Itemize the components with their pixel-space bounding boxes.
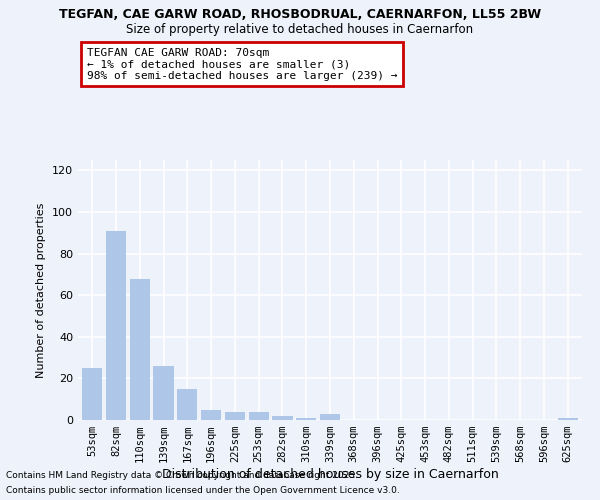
Text: Size of property relative to detached houses in Caernarfon: Size of property relative to detached ho… — [127, 22, 473, 36]
Text: Contains public sector information licensed under the Open Government Licence v3: Contains public sector information licen… — [6, 486, 400, 495]
Bar — [177, 389, 197, 420]
Text: TEGFAN, CAE GARW ROAD, RHOSBODRUAL, CAERNARFON, LL55 2BW: TEGFAN, CAE GARW ROAD, RHOSBODRUAL, CAER… — [59, 8, 541, 20]
Bar — [130, 278, 150, 420]
Bar — [154, 366, 173, 420]
Text: TEGFAN CAE GARW ROAD: 70sqm
← 1% of detached houses are smaller (3)
98% of semi-: TEGFAN CAE GARW ROAD: 70sqm ← 1% of deta… — [87, 48, 398, 80]
Bar — [225, 412, 245, 420]
Bar — [296, 418, 316, 420]
Bar — [557, 418, 578, 420]
Y-axis label: Number of detached properties: Number of detached properties — [37, 202, 46, 378]
Bar — [320, 414, 340, 420]
Bar — [248, 412, 269, 420]
Bar — [272, 416, 293, 420]
Bar — [201, 410, 221, 420]
Bar — [106, 230, 126, 420]
Text: Contains HM Land Registry data © Crown copyright and database right 2025.: Contains HM Land Registry data © Crown c… — [6, 471, 358, 480]
Bar — [82, 368, 103, 420]
X-axis label: Distribution of detached houses by size in Caernarfon: Distribution of detached houses by size … — [161, 468, 499, 481]
